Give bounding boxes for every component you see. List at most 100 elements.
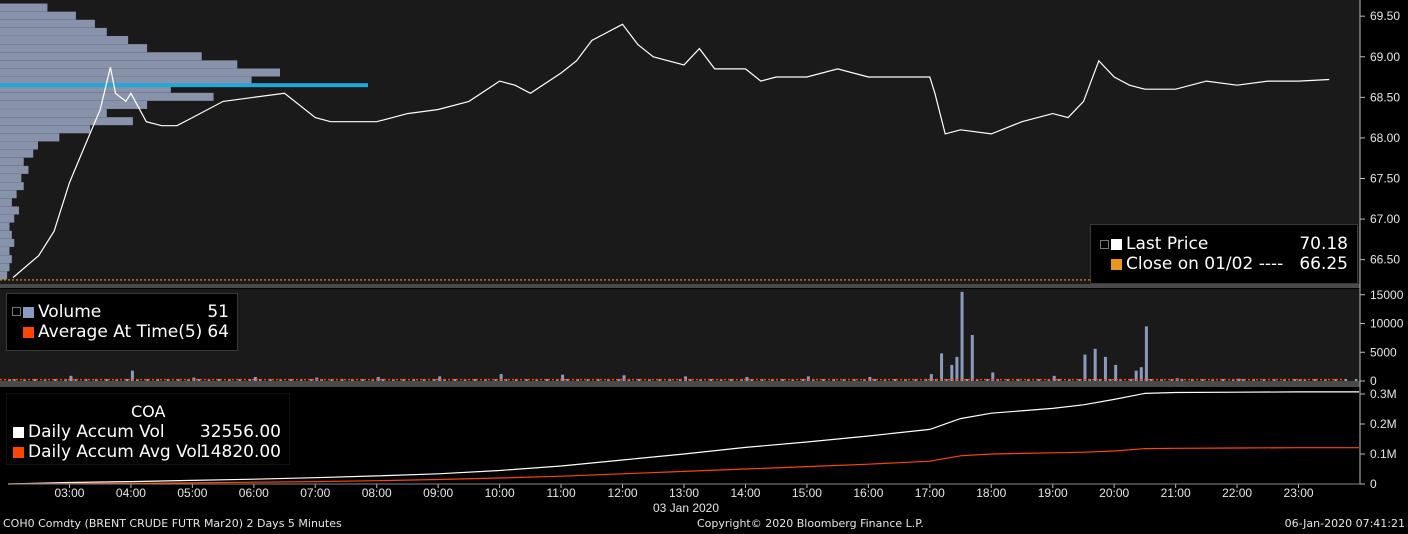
- profile-bar: [0, 84, 171, 93]
- x-tick-label: 10:00: [485, 486, 515, 500]
- volume-bar: [1109, 378, 1112, 381]
- y-tick-label: 0.1M: [1370, 447, 1397, 461]
- volume-bar: [709, 378, 713, 381]
- accum-vol-line: [7, 391, 1359, 485]
- profile-bar: [0, 230, 12, 239]
- price-line: [12, 23, 1330, 278]
- date-label: 03 Jan 2020: [653, 501, 719, 515]
- accum-title: COA: [131, 402, 166, 421]
- volume-bar: [781, 378, 784, 381]
- volume-value: 51: [207, 302, 229, 322]
- volume-bar: [545, 378, 549, 381]
- y-tick-label: 67.50: [1370, 171, 1400, 185]
- profile-bar: [0, 36, 129, 45]
- close-swatch: [1111, 258, 1122, 270]
- volume-bar: [970, 335, 974, 381]
- y-tick-label: 10000: [1370, 317, 1404, 331]
- volume-bar: [499, 374, 503, 381]
- y-tick-label: 69.50: [1370, 9, 1400, 23]
- profile-bar: [0, 157, 24, 166]
- volume-bar: [637, 378, 641, 381]
- volume-bar: [310, 378, 313, 381]
- volume-bar: [1354, 378, 1358, 381]
- volume-bar: [438, 376, 442, 381]
- volume-bar: [1093, 348, 1097, 381]
- y-tick-label: 0.3M: [1370, 387, 1397, 401]
- volume-bar: [269, 378, 272, 381]
- volume-bar: [340, 378, 344, 381]
- volume-legend: Volume 51 Average At Time(5) 64: [6, 293, 238, 351]
- volume-bar: [376, 376, 380, 381]
- volume-bar: [1344, 378, 1348, 381]
- volume-bar: [929, 374, 933, 381]
- volume-bar: [1242, 378, 1245, 381]
- volume-bar: [893, 378, 897, 381]
- volume-bar: [1237, 378, 1241, 381]
- volume-bar: [950, 364, 954, 381]
- x-tick-label: 05:00: [177, 486, 207, 500]
- volume-bar: [873, 378, 876, 381]
- profile-bar: [0, 11, 76, 20]
- x-tick-label: 08:00: [362, 486, 392, 500]
- y-tick-label: 0: [1370, 477, 1377, 491]
- collapse-icon[interactable]: [12, 307, 21, 316]
- accum-label: Daily Accum Vol: [28, 422, 165, 442]
- collapse-icon[interactable]: [1100, 240, 1109, 249]
- volume-bar: [402, 378, 405, 381]
- volume-bar: [146, 378, 149, 381]
- profile-bar: [0, 198, 12, 207]
- volume-bar: [822, 378, 825, 381]
- volume-bar: [853, 378, 856, 381]
- x-tick-label: 17:00: [915, 486, 945, 500]
- volume-bar: [1272, 378, 1276, 381]
- volume-bar: [1262, 378, 1266, 381]
- profile-bar: [0, 263, 10, 272]
- volume-bar: [33, 378, 37, 381]
- y-tick-label: 15000: [1370, 288, 1404, 302]
- profile-bar: [0, 76, 252, 85]
- volume-bar: [1293, 378, 1296, 381]
- volume-bar: [1139, 367, 1143, 381]
- copyright-footer: Copyright© 2020 Bloomberg Finance L.P.: [697, 517, 924, 530]
- x-tick-label: 21:00: [1161, 486, 1191, 500]
- volume-bar: [561, 374, 565, 381]
- volume-bar: [1144, 326, 1148, 381]
- volume-bar: [617, 378, 620, 381]
- volume-bar: [566, 378, 569, 381]
- volume-bar: [525, 378, 528, 381]
- volume-bar: [745, 376, 749, 381]
- volume-bar: [801, 378, 805, 381]
- profile-bar: [0, 190, 17, 199]
- volume-bar: [74, 378, 78, 381]
- x-tick-label: 07:00: [300, 486, 330, 500]
- volume-bar: [197, 378, 200, 381]
- volume-bar: [453, 378, 457, 381]
- profile-bar: [0, 52, 202, 61]
- volume-bar: [130, 370, 134, 381]
- volume-bar: [504, 378, 508, 381]
- close-label: Close on 01/02 ----: [1126, 254, 1284, 274]
- profile-bar: [0, 100, 148, 109]
- timestamp-footer: 06-Jan-2020 07:41:21: [1284, 517, 1405, 530]
- profile-bar: [0, 255, 12, 264]
- profile-bar: [0, 182, 24, 191]
- profile-bar: [0, 92, 214, 101]
- y-tick-label: 0: [1370, 374, 1377, 388]
- volume-bar: [238, 378, 241, 381]
- profile-bar: [0, 222, 10, 231]
- accum-avg-line: [7, 447, 1359, 485]
- volume-bar: [965, 378, 969, 381]
- volume-bar: [1114, 364, 1118, 381]
- volume-bar: [991, 372, 995, 381]
- profile-bar: [0, 165, 29, 174]
- accum-legend: COA Daily Accum Vol 32556.00 Daily Accum…: [6, 393, 290, 465]
- time-axis: 03:00 04:00 05:00 06:00 07:00 08:00 09:00 10:00…: [54, 484, 1314, 500]
- avg-time-swatch: [23, 326, 34, 338]
- panel-divider: [0, 284, 1360, 288]
- volume-bar: [217, 378, 221, 381]
- x-tick-label: 16:00: [853, 486, 883, 500]
- volume-bar: [13, 378, 16, 381]
- y-tick-label: 69.00: [1370, 50, 1400, 64]
- x-tick-label: 09:00: [423, 486, 453, 500]
- avg-time-label: Average At Time(5): [38, 322, 203, 342]
